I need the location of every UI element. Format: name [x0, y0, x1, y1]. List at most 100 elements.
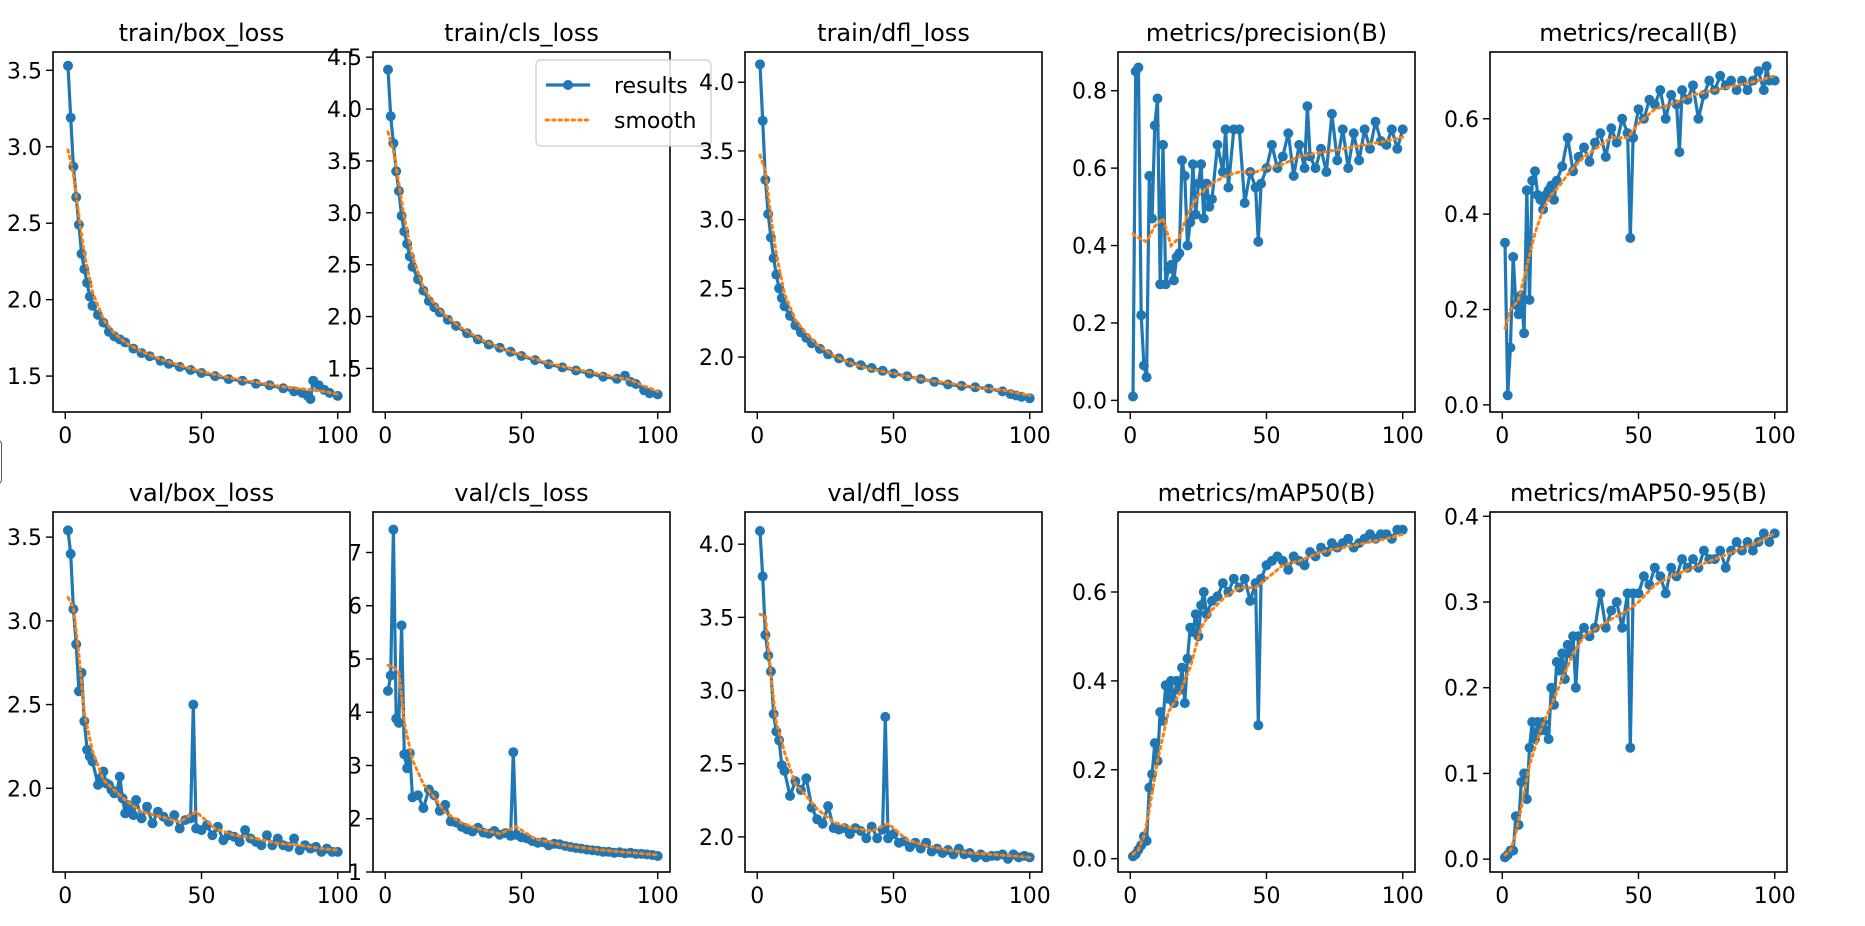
- y-tick-label: 3.0: [7, 610, 42, 635]
- results-point: [1649, 562, 1660, 573]
- results-point: [823, 349, 834, 360]
- results-point: [1693, 113, 1704, 124]
- results-point: [1584, 631, 1595, 642]
- results-point: [1158, 139, 1168, 150]
- x-tick-label: 100: [1382, 884, 1424, 909]
- results-point: [983, 383, 994, 394]
- results-point: [1508, 252, 1519, 262]
- results-point: [413, 790, 423, 801]
- results-point: [757, 571, 768, 582]
- side-panel-handle[interactable]: [0, 440, 2, 484]
- x-tick-label: 50: [188, 424, 216, 449]
- chart-data-group: [1500, 61, 1780, 401]
- y-tick-label: 3.0: [699, 680, 734, 705]
- results-point: [1277, 151, 1288, 162]
- results-point: [114, 771, 125, 782]
- results-point: [1166, 259, 1177, 270]
- chart-title: metrics/mAP50(B): [1158, 479, 1376, 507]
- y-tick-label: 4.0: [699, 71, 734, 96]
- results-point: [1688, 80, 1698, 91]
- axes-frame: [52, 511, 351, 873]
- x-tick-label: 0: [58, 424, 72, 449]
- results-point: [1283, 128, 1294, 139]
- results-point: [1720, 562, 1731, 573]
- y-tick-label: 2.5: [7, 694, 42, 719]
- results-point: [1666, 562, 1677, 573]
- results-line: [386, 527, 658, 858]
- results-point: [388, 524, 399, 535]
- results-point: [1764, 537, 1775, 547]
- y-tick-label: 2.0: [699, 346, 734, 371]
- results-point: [63, 525, 73, 536]
- results-point: [1141, 372, 1152, 383]
- results-point: [1397, 124, 1408, 135]
- y-tick-label: 3.5: [7, 59, 42, 84]
- results-line: [66, 65, 339, 401]
- results-point: [1326, 108, 1337, 119]
- x-tick-label: 50: [508, 424, 536, 449]
- results-point: [790, 320, 801, 331]
- results-point: [1726, 75, 1737, 86]
- results-point: [1554, 665, 1565, 676]
- x-tick-label: 100: [1754, 884, 1796, 909]
- results-point: [63, 60, 73, 71]
- results-point: [383, 685, 393, 696]
- results-point: [1625, 233, 1636, 243]
- results-point: [757, 115, 768, 126]
- x-tick-label: 100: [637, 424, 679, 449]
- results-point: [1149, 738, 1160, 749]
- x-tick-label: 100: [1009, 884, 1051, 909]
- smooth-line: [386, 663, 660, 857]
- x-tick-label: 50: [1625, 424, 1653, 449]
- results-point: [1261, 163, 1272, 174]
- results-point: [136, 813, 147, 824]
- y-tick-label: 4.0: [327, 98, 362, 123]
- chart-title: metrics/recall(B): [1539, 19, 1737, 47]
- results-point: [1758, 85, 1769, 96]
- results-point: [1579, 622, 1589, 633]
- results-point: [1343, 163, 1354, 174]
- results-point: [880, 711, 891, 722]
- results-point: [1573, 631, 1584, 642]
- results-point: [98, 317, 109, 328]
- results-point: [305, 394, 316, 404]
- results-point: [1549, 194, 1559, 205]
- results-point: [1715, 545, 1726, 556]
- chart-title: val/dfl_loss: [827, 479, 959, 507]
- results-point: [1704, 75, 1715, 86]
- x-tick-label: 0: [1495, 424, 1509, 449]
- axes-frame: [1489, 511, 1788, 873]
- results-point: [1343, 533, 1354, 544]
- results-point: [1196, 600, 1207, 611]
- results-point: [1660, 113, 1671, 124]
- results-point: [1557, 648, 1568, 659]
- results-point: [1633, 588, 1644, 599]
- axes-frame: [744, 511, 1043, 873]
- y-tick-label: 0.4: [1444, 505, 1479, 530]
- results-point: [396, 620, 407, 631]
- y-tick-label: 0.0: [1444, 394, 1479, 419]
- y-tick-label: 2: [348, 808, 362, 833]
- results-point: [1731, 537, 1742, 547]
- results-point: [1179, 698, 1190, 709]
- chart-title: val/cls_loss: [454, 479, 588, 507]
- y-tick-label: 2.0: [7, 289, 42, 314]
- results-point: [1212, 591, 1223, 602]
- results-point: [779, 766, 790, 776]
- results-point: [1505, 342, 1516, 353]
- results-point: [1144, 170, 1155, 181]
- results-point: [1397, 524, 1408, 535]
- y-tick-label: 0.2: [1072, 312, 1107, 337]
- y-tick-label: 0.4: [1444, 203, 1479, 228]
- results-point: [1715, 70, 1726, 81]
- chart-title: val/box_loss: [129, 479, 274, 507]
- results-point: [1386, 124, 1397, 135]
- y-tick-label: 1.5: [7, 365, 42, 390]
- results-point: [385, 111, 396, 122]
- y-tick-label: 3.5: [699, 606, 734, 631]
- results-point: [1365, 143, 1375, 154]
- chart-data-group: [383, 64, 663, 400]
- results-line: [1503, 64, 1775, 397]
- results-point: [1294, 139, 1305, 150]
